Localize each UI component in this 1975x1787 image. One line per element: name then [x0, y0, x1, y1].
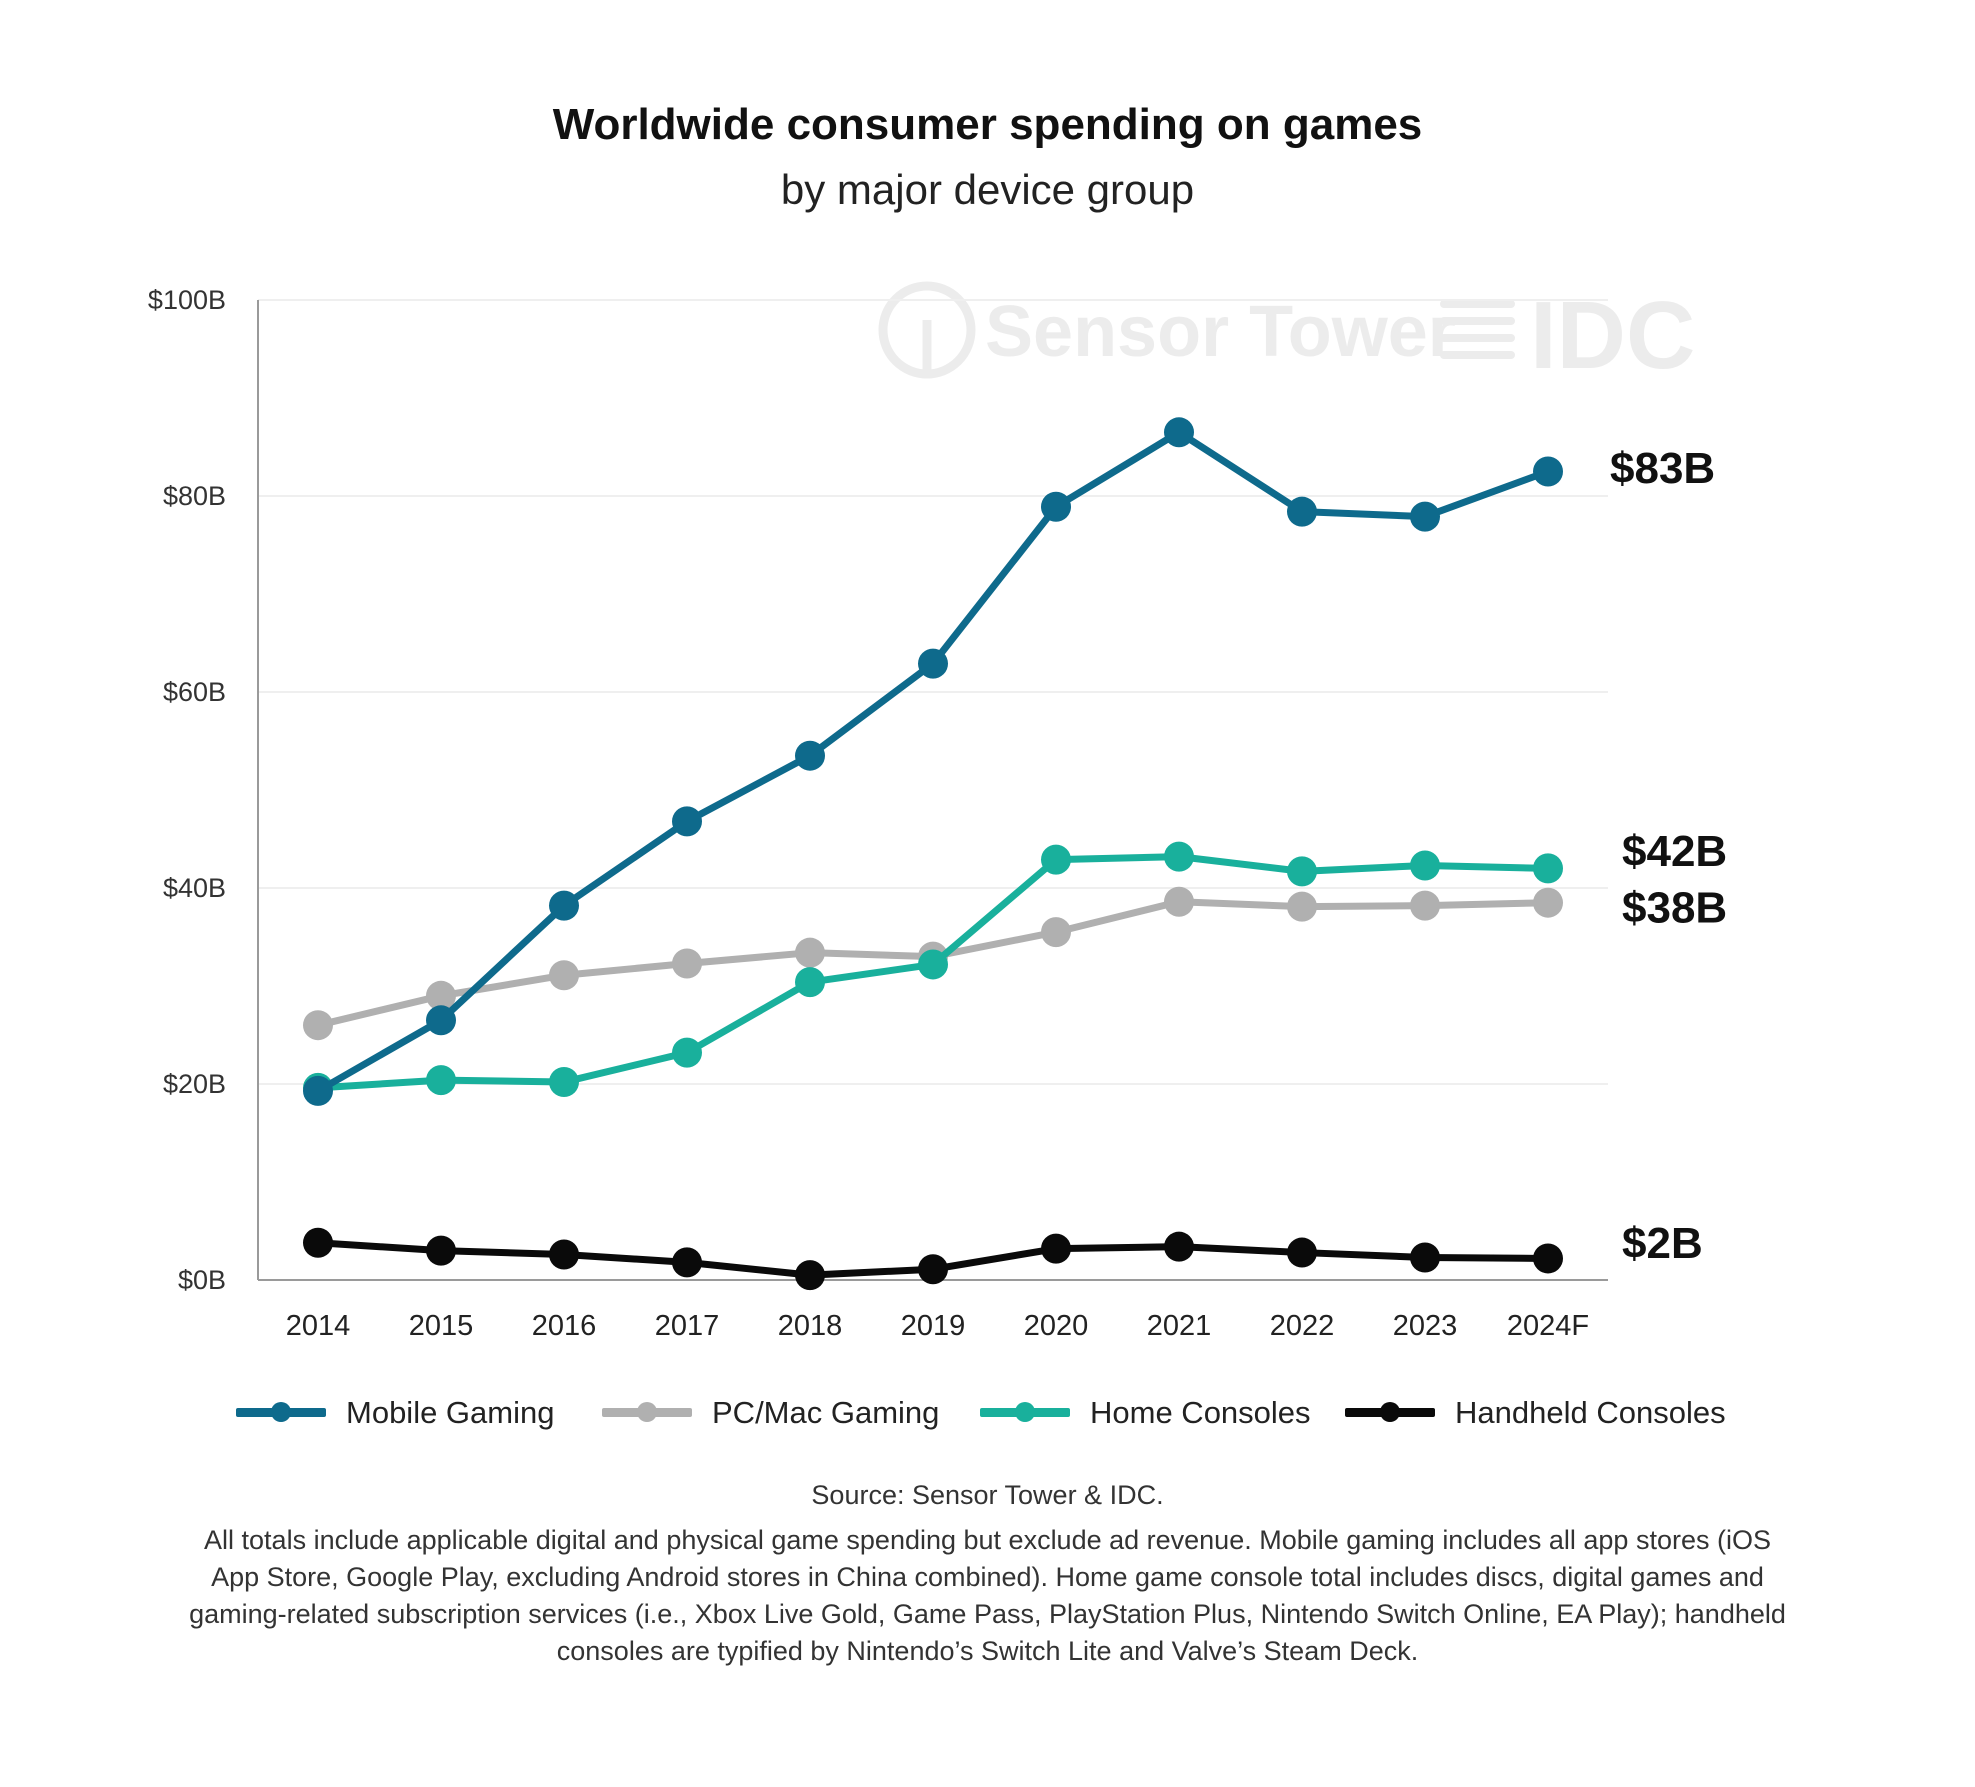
data-point-pc-mac-gaming — [1533, 887, 1563, 918]
legend-item-handheld-consoles: Handheld Consoles — [1345, 1388, 1726, 1438]
chart-title: Worldwide consumer spending on games — [552, 100, 1423, 149]
data-point-home-consoles — [672, 1037, 702, 1068]
data-point-mobile-gaming — [1533, 456, 1563, 487]
legend-swatch-mobile-gaming — [236, 1402, 326, 1422]
x-tick-label: 2018 — [778, 1310, 843, 1342]
y-tick-label: $60B — [163, 677, 226, 707]
legend-item-home-consoles: Home Consoles — [980, 1388, 1311, 1438]
data-point-pc-mac-gaming — [795, 937, 825, 968]
idc-logo-stripe — [1440, 300, 1515, 308]
end-label-handheld-consoles: $2B — [1622, 1219, 1703, 1268]
data-point-home-consoles — [918, 949, 948, 980]
data-point-home-consoles — [795, 967, 825, 998]
end-label-home-consoles: $42B — [1622, 827, 1727, 876]
series-mobile-gaming — [303, 417, 1563, 1106]
data-point-mobile-gaming — [1287, 496, 1317, 527]
data-point-handheld-consoles — [426, 1235, 456, 1266]
data-point-home-consoles — [1410, 850, 1440, 881]
data-point-home-consoles — [1533, 853, 1563, 884]
data-point-pc-mac-gaming — [1287, 891, 1317, 922]
x-tick-label: 2023 — [1393, 1310, 1458, 1342]
data-point-pc-mac-gaming — [1041, 917, 1071, 948]
series-line-mobile-gaming — [314, 428, 1552, 1095]
x-tick-label: 2024F — [1507, 1310, 1589, 1342]
line-chart: Sensor Tower IDC $0B $20B $40B $60B $80B $100B 2… — [148, 281, 1727, 1342]
x-tick-label: 2022 — [1270, 1310, 1335, 1342]
data-point-handheld-consoles — [1164, 1231, 1194, 1262]
data-point-handheld-consoles — [795, 1260, 825, 1291]
legend-label: Mobile Gaming — [346, 1395, 555, 1430]
data-point-handheld-consoles — [1287, 1237, 1317, 1268]
chart-subtitle: by major device group — [780, 166, 1195, 213]
data-point-mobile-gaming — [303, 1075, 333, 1106]
legend-label: Handheld Consoles — [1455, 1395, 1726, 1430]
series-handheld-consoles — [303, 1227, 1563, 1291]
legend-swatch-pc-mac-gaming — [602, 1402, 692, 1422]
x-tick-label: 2016 — [532, 1310, 597, 1342]
x-tick-label: 2021 — [1147, 1310, 1212, 1342]
idc-logo-stripe — [1440, 334, 1515, 342]
x-tick-label: 2019 — [901, 1310, 966, 1342]
data-point-mobile-gaming — [1041, 491, 1071, 522]
data-point-pc-mac-gaming — [303, 1010, 333, 1041]
legend-label: PC/Mac Gaming — [712, 1395, 940, 1430]
data-point-mobile-gaming — [549, 890, 579, 921]
data-point-handheld-consoles — [1533, 1243, 1563, 1274]
data-point-mobile-gaming — [1164, 417, 1194, 448]
data-point-pc-mac-gaming — [1410, 890, 1440, 921]
legend-swatch-handheld-consoles — [1345, 1402, 1435, 1422]
source-note: Source: Sensor Tower & IDC. — [811, 1480, 1164, 1510]
y-tick-label: $80B — [163, 481, 226, 511]
data-point-home-consoles — [1287, 856, 1317, 887]
data-point-handheld-consoles — [672, 1247, 702, 1278]
data-point-mobile-gaming — [1410, 501, 1440, 532]
data-point-handheld-consoles — [918, 1254, 948, 1285]
x-tick-label: 2020 — [1024, 1310, 1089, 1342]
data-point-mobile-gaming — [795, 740, 825, 771]
x-tick-label: 2017 — [655, 1310, 720, 1342]
idc-logo-stripe — [1440, 351, 1515, 359]
chart-legend: Mobile Gaming PC/Mac Gaming Home Consoles H… — [0, 1388, 1975, 1438]
x-tick-label: 2015 — [409, 1310, 474, 1342]
data-point-pc-mac-gaming — [1164, 886, 1194, 917]
watermark-sensor-tower: Sensor Tower — [985, 292, 1456, 372]
data-point-handheld-consoles — [1041, 1233, 1071, 1264]
y-tick-label: $100B — [148, 285, 226, 315]
data-point-home-consoles — [1164, 841, 1194, 872]
y-tick-label: $20B — [163, 1069, 226, 1099]
data-point-pc-mac-gaming — [426, 980, 456, 1011]
data-point-pc-mac-gaming — [549, 960, 579, 991]
y-tick-label: $40B — [163, 873, 226, 903]
data-point-handheld-consoles — [549, 1239, 579, 1270]
end-label-mobile-gaming: $83B — [1610, 444, 1715, 493]
legend-swatch-home-consoles — [980, 1402, 1070, 1422]
data-point-home-consoles — [549, 1067, 579, 1098]
data-point-pc-mac-gaming — [672, 948, 702, 979]
data-point-home-consoles — [426, 1065, 456, 1096]
y-tick-label: $0B — [178, 1265, 226, 1295]
data-point-home-consoles — [1041, 844, 1071, 875]
legend-item-pc-mac-gaming: PC/Mac Gaming — [602, 1388, 939, 1438]
data-point-mobile-gaming — [426, 1005, 456, 1036]
legend-label: Home Consoles — [1090, 1395, 1311, 1430]
footnote: All totals include applicable digital an… — [189, 1525, 1786, 1666]
data-point-mobile-gaming — [918, 648, 948, 679]
watermark-idc: IDC — [1530, 282, 1695, 389]
data-point-handheld-consoles — [303, 1227, 333, 1258]
x-tick-label: 2014 — [286, 1310, 351, 1342]
end-label-pc-mac-gaming: $38B — [1622, 883, 1727, 932]
legend-item-mobile-gaming: Mobile Gaming — [236, 1388, 554, 1438]
idc-logo-stripe — [1440, 317, 1515, 325]
data-point-mobile-gaming — [672, 806, 702, 837]
watermark: Sensor Tower IDC — [878, 281, 1695, 389]
data-point-handheld-consoles — [1410, 1242, 1440, 1273]
